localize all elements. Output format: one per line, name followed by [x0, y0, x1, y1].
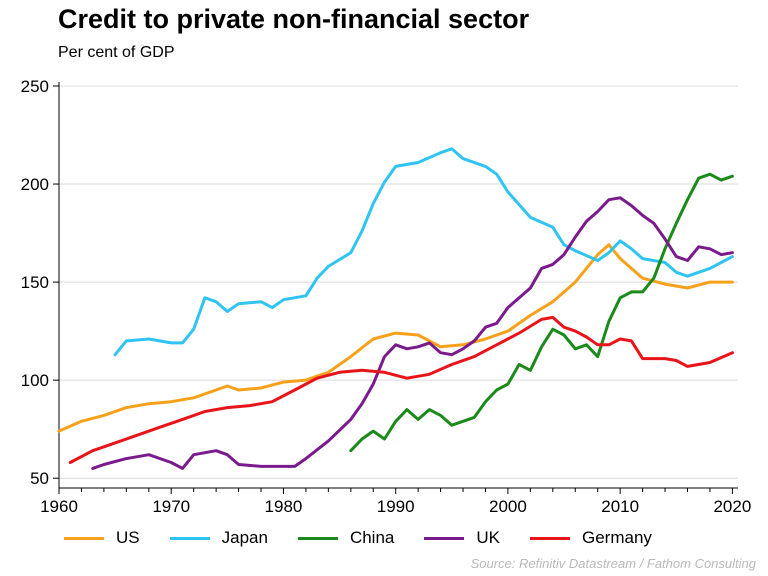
x-tick-label-2010: 2010 [601, 497, 639, 516]
y-tick-label-150: 150 [21, 273, 49, 292]
legend-label: Japan [221, 528, 268, 547]
x-tick-label-2000: 2000 [489, 497, 527, 516]
series-line-uk [91, 196, 734, 470]
axes [53, 82, 738, 494]
tick-labels: 50 100 150 200 250 1960 1970 1980 1990 2000 2010 20… [21, 77, 752, 516]
legend-swatch [297, 536, 338, 540]
legend-item-china: China [297, 528, 395, 548]
grid-lines [59, 85, 738, 479]
legend-swatch [169, 536, 210, 540]
series-line-china [349, 172, 734, 453]
x-tick-label-1990: 1990 [377, 497, 415, 516]
legend-swatch [64, 536, 104, 540]
x-tick-label-1980: 1980 [265, 497, 303, 516]
legend-swatch [530, 536, 570, 540]
x-tick-label-2020: 2020 [713, 497, 751, 516]
y-tick-label-200: 200 [21, 175, 49, 194]
chart-title: Credit to private non-financial sector [58, 4, 530, 34]
y-tick-label-50: 50 [30, 469, 49, 488]
legend-label: China [349, 528, 395, 547]
chart-subtitle: Per cent of GDP [58, 44, 175, 61]
y-tick-label-100: 100 [21, 371, 49, 390]
legend-item-japan: Japan [169, 528, 268, 548]
source-note: Source: Refinitiv Datastream / Fathom Co… [470, 556, 756, 571]
x-tick-label-1970: 1970 [152, 497, 190, 516]
y-tick-label-250: 250 [21, 77, 49, 96]
legend-swatch [424, 536, 465, 540]
legend-item-germany: Germany [530, 528, 652, 548]
series-lines [57, 147, 734, 470]
legend-label: Germany [582, 528, 652, 547]
legend-item-us: US [64, 528, 140, 548]
series-line-us [57, 243, 734, 433]
legend-item-uk: UK [424, 528, 500, 548]
legend-label: US [116, 528, 140, 547]
series-line-germany [68, 315, 734, 464]
legend: US Japan China UK Germany [64, 528, 682, 548]
x-tick-label-1960: 1960 [40, 497, 78, 516]
legend-label: UK [476, 528, 500, 547]
series-line-japan [113, 147, 734, 357]
